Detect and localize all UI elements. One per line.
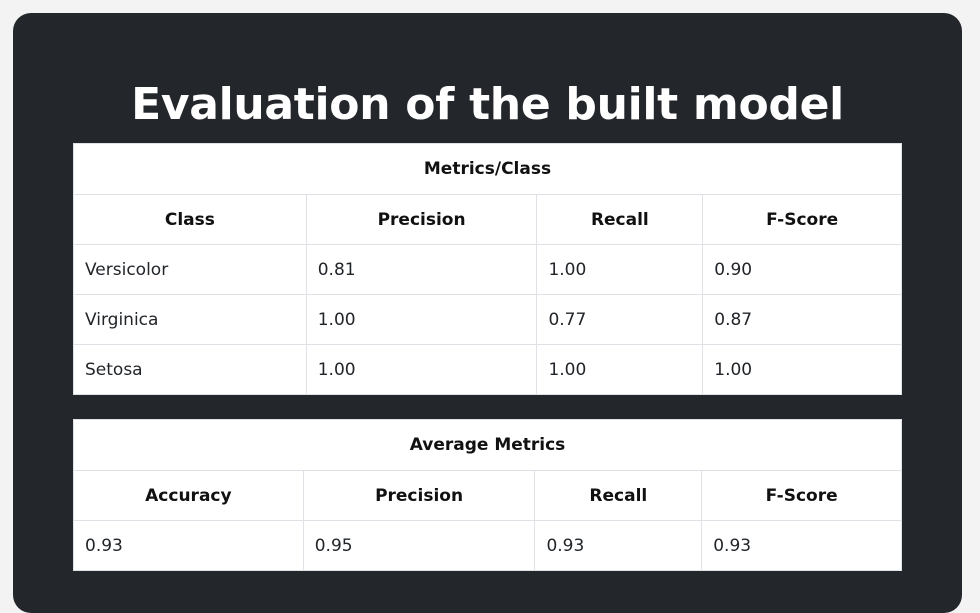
recall-cell: 0.77 xyxy=(536,294,704,345)
column-header-class: Class xyxy=(73,194,307,245)
f-score-cell: 0.87 xyxy=(702,294,902,345)
table-caption-row: Average Metrics xyxy=(73,419,902,471)
f-score-cell: 0.93 xyxy=(701,520,902,571)
table-header-row: Accuracy Precision Recall F-Score xyxy=(73,470,902,521)
class-name-cell: Versicolor xyxy=(73,244,307,295)
column-header-precision: Precision xyxy=(302,470,536,521)
page-title: Evaluation of the built model xyxy=(131,79,844,130)
table-row: 0.93 0.95 0.93 0.93 xyxy=(73,520,902,571)
table-header-row: Class Precision Recall F-Score xyxy=(73,194,902,245)
column-header-f-score: F-Score xyxy=(702,194,902,245)
average-metrics-table: Average Metrics Accuracy Precision Recal… xyxy=(73,419,902,571)
metrics-per-class-caption: Metrics/Class xyxy=(73,143,902,195)
f-score-cell: 1.00 xyxy=(702,344,902,395)
accuracy-cell: 0.93 xyxy=(73,520,304,571)
column-header-precision: Precision xyxy=(305,194,538,245)
column-header-recall: Recall xyxy=(536,194,704,245)
column-header-f-score: F-Score xyxy=(701,470,902,521)
recall-cell: 1.00 xyxy=(536,344,704,395)
precision-cell: 1.00 xyxy=(305,294,538,345)
table-row: Setosa 1.00 1.00 1.00 xyxy=(73,344,902,395)
class-name-cell: Setosa xyxy=(73,344,307,395)
column-header-accuracy: Accuracy xyxy=(73,470,304,521)
average-metrics-caption: Average Metrics xyxy=(73,419,902,471)
table-row: Versicolor 0.81 1.00 0.90 xyxy=(73,244,902,295)
table-row: Virginica 1.00 0.77 0.87 xyxy=(73,294,902,345)
precision-cell: 0.81 xyxy=(305,244,538,295)
class-name-cell: Virginica xyxy=(73,294,307,345)
f-score-cell: 0.90 xyxy=(702,244,902,295)
table-caption-row: Metrics/Class xyxy=(73,143,902,195)
recall-cell: 0.93 xyxy=(534,520,703,571)
precision-cell: 1.00 xyxy=(305,344,538,395)
column-header-recall: Recall xyxy=(534,470,703,521)
precision-cell: 0.95 xyxy=(302,520,536,571)
metrics-per-class-table: Metrics/Class Class Precision Recall F-S… xyxy=(73,143,902,395)
recall-cell: 1.00 xyxy=(536,244,704,295)
